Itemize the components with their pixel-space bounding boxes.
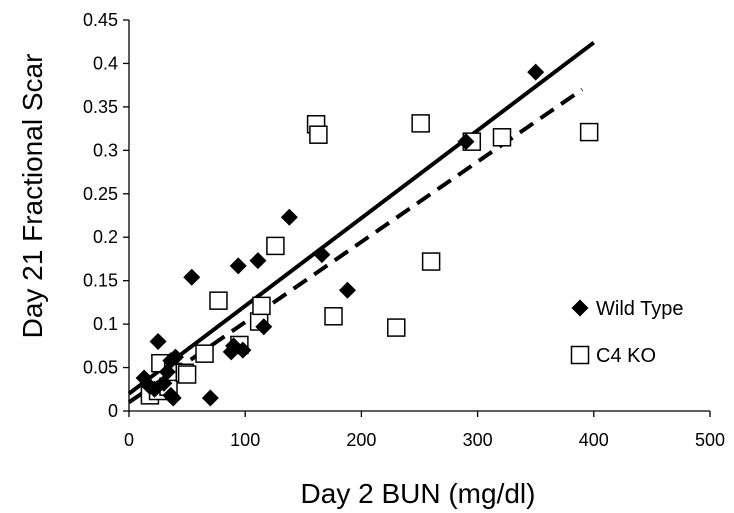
- y-tick-label: 0: [108, 401, 118, 421]
- square-marker: [252, 296, 271, 316]
- diamond-marker: [229, 257, 247, 275]
- square-marker: [309, 125, 328, 144]
- square-marker: [492, 128, 512, 147]
- y-tick-label: 0.2: [93, 227, 118, 247]
- legend: Wild Type C4 KO: [570, 298, 683, 367]
- data-points: [135, 63, 599, 407]
- trendline-diamond: [127, 40, 596, 396]
- diamond-marker: [249, 252, 267, 270]
- diamond-marker: [457, 133, 475, 151]
- y-tick-label: 0.05: [83, 358, 118, 378]
- square-marker: [387, 318, 406, 337]
- diamond-marker: [149, 332, 167, 350]
- diamond-marker: [338, 281, 356, 299]
- square-marker: [324, 307, 343, 326]
- square-marker: [411, 114, 430, 133]
- square-marker: [266, 236, 285, 256]
- y-tick-label: 0.4: [93, 53, 118, 73]
- square-marker: [195, 344, 214, 363]
- diamond-marker: [201, 389, 219, 407]
- diamond-marker: [234, 341, 252, 359]
- y-tick-label: 0.35: [83, 97, 118, 117]
- diamond-marker: [255, 318, 273, 336]
- y-axis-title: Day 21 Fractional Scar: [17, 54, 48, 339]
- diamond-marker: [313, 246, 331, 264]
- square-marker: [579, 122, 599, 142]
- y-tick-label: 0.15: [83, 271, 118, 291]
- x-tick-label: 0: [124, 430, 134, 450]
- y-tick-label: 0.1: [93, 314, 118, 334]
- legend-label: Wild Type: [596, 298, 683, 320]
- x-tick-label: 300: [463, 430, 493, 450]
- x-tick-label: 500: [695, 430, 725, 450]
- y-tick-label: 0.25: [83, 184, 118, 204]
- axes: 0 0.05 0.1 0.15 0.2 0.25 0.3 0.35 0.4 0.45 0 100 200…: [83, 10, 725, 450]
- diamond-marker: [527, 63, 545, 81]
- diamond-marker: [166, 348, 184, 366]
- square-marker: [209, 291, 228, 310]
- legend-label: C4 KO: [596, 345, 656, 367]
- x-tick-label: 200: [346, 430, 376, 450]
- x-tick-label: 100: [230, 430, 260, 450]
- square-marker: [177, 365, 197, 384]
- y-tick-label: 0.45: [83, 10, 118, 30]
- diamond-marker: [280, 208, 298, 226]
- legend-marker-square: [570, 345, 590, 365]
- y-tick-label: 0.3: [93, 140, 118, 160]
- square-marker: [421, 252, 441, 271]
- x-axis-title: Day 2 BUN (mg/dl): [301, 478, 536, 509]
- x-tick-label: 400: [579, 430, 609, 450]
- diamond-marker: [164, 389, 182, 407]
- diamond-marker: [183, 268, 201, 286]
- legend-marker-diamond: [571, 299, 589, 317]
